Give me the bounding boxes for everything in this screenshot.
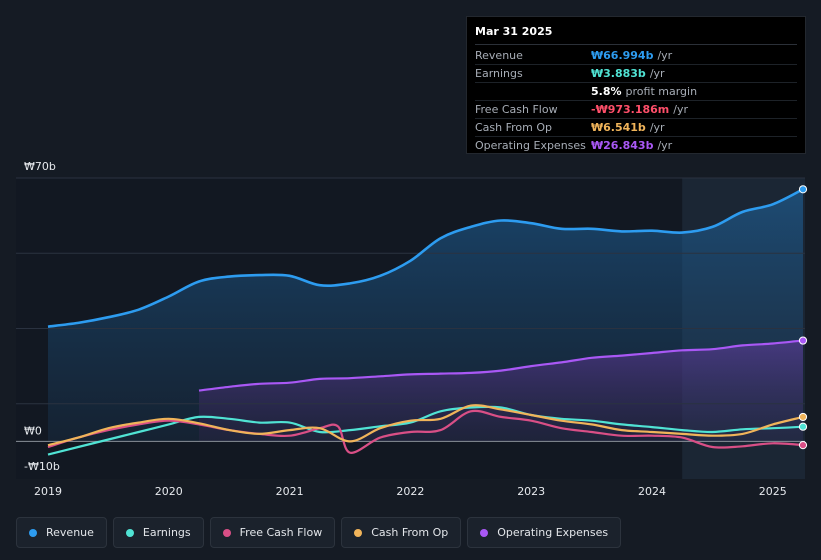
tooltip-date: Mar 31 2025 [475,24,797,45]
tooltip-row-unit: profit margin [625,85,698,98]
operating-expenses-end-marker [798,336,808,345]
legend-label: Free Cash Flow [239,526,323,539]
x-tick-label: 2020 [155,485,183,498]
tooltip-row-unit: /yr [649,67,665,80]
cash-from-op-end-marker [798,412,808,422]
tooltip-row: Earnings ₩3.883b/yr [475,65,797,83]
x-tick-label: 2021 [276,485,304,498]
legend-label: Earnings [142,526,191,539]
tooltip-row-value: ₩66.994b [591,49,654,62]
tooltip-row-unit: /yr [657,49,673,62]
earnings-line [47,405,804,456]
legend-dot-icon [354,528,363,537]
legend-label: Operating Expenses [497,526,609,539]
x-tick-label: 2019 [34,485,62,498]
legend: Revenue Earnings Free Cash Flow Cash From O… [16,517,622,548]
tooltip-row-label: Earnings [475,67,523,80]
legend-item-earnings[interactable]: Earnings [112,517,204,548]
x-tick-label: 2025 [759,485,787,498]
legend-dot-icon [480,528,489,537]
x-tick-label: 2024 [638,485,666,498]
legend-dot-icon [222,528,231,537]
tooltip-row-unit: /yr [649,121,665,134]
free-cash-flow-end-marker [798,441,808,450]
x-tick-label: 2023 [517,485,545,498]
operating-expenses-area [199,340,803,442]
tooltip-row-unit: /yr [673,103,689,116]
tooltip-row-unit: /yr [657,139,673,152]
tooltip-row: Operating Expenses ₩26.843b/yr [475,137,797,154]
revenue-end-marker [798,185,808,194]
tooltip-row-value: ₩3.883b [591,67,646,80]
y-tick-label: -₩10b [24,460,60,473]
tooltip-row-value: ₩6.541b [591,121,646,134]
tooltip-row: Revenue ₩66.994b/yr [475,47,797,65]
legend-item-cash-from-op[interactable]: Cash From Op [341,517,462,548]
legend-dot-icon [125,528,134,537]
earnings-end-marker [798,422,808,431]
tooltip-row-label: Free Cash Flow [475,103,558,116]
tooltip-row-value: 5.8% [591,85,622,98]
tooltip-row: Cash From Op ₩6.541b/yr [475,119,797,137]
revenue-line [47,188,804,328]
x-tick-label: 2022 [396,485,424,498]
legend-item-revenue[interactable]: Revenue [16,517,107,548]
cash-from-op-line [47,404,804,447]
tooltip-row-value: ₩26.843b [591,139,654,152]
legend-item-free-cash-flow[interactable]: Free Cash Flow [209,517,336,548]
y-tick-label: ₩0 [24,424,42,437]
tooltip-row-value: -₩973.186m [591,103,670,116]
tooltip-panel: Mar 31 2025 Revenue ₩66.994b/yr Earnings ₩3… [466,16,806,154]
legend-dot-icon [29,528,37,537]
operating-expenses-line [198,339,804,392]
free-cash-flow-line [47,409,804,454]
tooltip-row-label [475,83,591,100]
y-tick-label: ₩70b [24,160,56,173]
tooltip-row: 5.8% profit margin [475,83,797,101]
legend-label: Cash From Op [371,526,449,539]
tooltip-row-label: Revenue [475,49,523,62]
legend-label: Revenue [46,526,94,539]
legend-item-operating-expenses[interactable]: Operating Expenses [467,517,622,548]
tooltip-row-label: Operating Expenses [475,139,586,152]
tooltip-row-label: Cash From Op [475,121,553,134]
tooltip-row: Free Cash Flow -₩973.186m/yr [475,101,797,119]
